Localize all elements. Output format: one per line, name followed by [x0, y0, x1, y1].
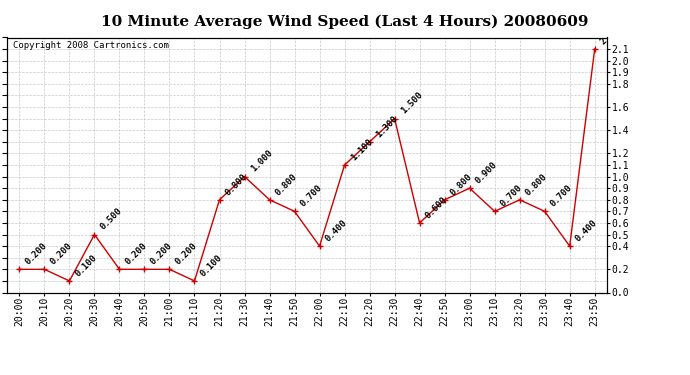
Text: 0.500: 0.500 [99, 206, 124, 232]
Text: 0.800: 0.800 [524, 172, 549, 197]
Text: 1.100: 1.100 [348, 137, 374, 162]
Text: 0.600: 0.600 [424, 195, 449, 220]
Text: 1.500: 1.500 [399, 90, 424, 116]
Text: 0.200: 0.200 [48, 241, 74, 267]
Text: 1.000: 1.000 [248, 148, 274, 174]
Text: 0.200: 0.200 [23, 241, 49, 267]
Text: 0.900: 0.900 [474, 160, 499, 185]
Text: Copyright 2008 Cartronics.com: Copyright 2008 Cartronics.com [13, 41, 169, 50]
Text: 10 Minute Average Wind Speed (Last 4 Hours) 20080609: 10 Minute Average Wind Speed (Last 4 Hou… [101, 15, 589, 29]
Text: 0.800: 0.800 [274, 172, 299, 197]
Text: 0.200: 0.200 [174, 241, 199, 267]
Text: 0.800: 0.800 [224, 172, 249, 197]
Text: 0.700: 0.700 [499, 183, 524, 209]
Text: 0.400: 0.400 [574, 218, 599, 243]
Text: 0.100: 0.100 [199, 253, 224, 278]
Text: 0.700: 0.700 [549, 183, 574, 209]
Text: 2.100: 2.100 [599, 21, 624, 46]
Text: 0.700: 0.700 [299, 183, 324, 209]
Text: 0.200: 0.200 [148, 241, 174, 267]
Text: 1.300: 1.300 [374, 114, 399, 139]
Text: 0.100: 0.100 [74, 253, 99, 278]
Text: 0.800: 0.800 [448, 172, 474, 197]
Text: 0.400: 0.400 [324, 218, 349, 243]
Text: 0.200: 0.200 [124, 241, 149, 267]
